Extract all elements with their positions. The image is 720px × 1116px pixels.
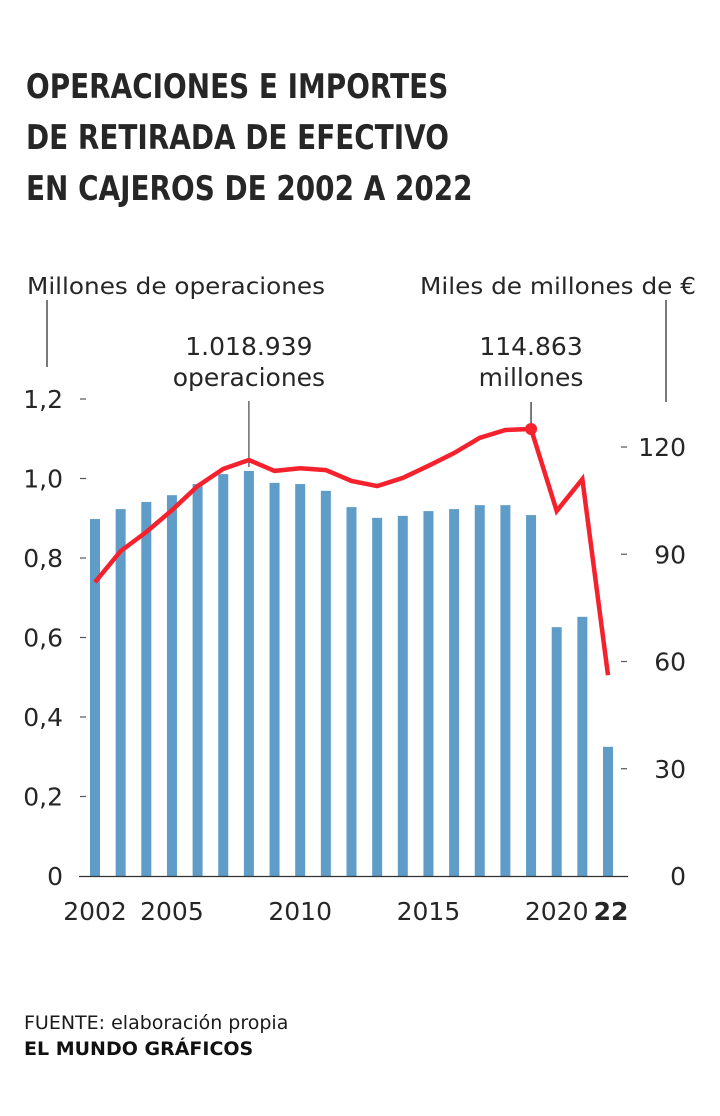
bar-2022 [603,746,613,876]
bar-2012 [346,507,357,876]
right-axis-ticks: 0 30 60 90 120 [621,433,686,891]
bar-2016 [449,509,460,876]
peak-marker [525,423,538,435]
x-tick-label: 2002 [63,897,127,926]
right-tick-label: 30 [654,755,686,784]
left-tick-label: 1,2 [23,385,63,414]
line-series-amounts [93,426,611,676]
bar-2019 [526,515,537,876]
bar-2010 [295,484,306,876]
bar-2021 [577,616,588,876]
bar-2015 [423,511,434,876]
bar-series [90,470,613,876]
bar-2020 [551,627,562,876]
bar-2005 [166,495,177,876]
bar-2018 [500,505,511,876]
right-tick-label: 0 [670,862,686,891]
annotation-text: millones [479,363,584,392]
left-axis-ticks: 0 0,2 0,4 0,6 0,8 1,0 1,2 [23,385,86,891]
right-tick-label: 120 [638,433,686,462]
bar-2017 [474,505,485,876]
bar-2007 [218,474,229,876]
bar-2008 [243,470,254,876]
left-tick-label: 0,8 [23,544,63,573]
left-tick-label: 0,6 [23,624,63,653]
annotation-text: 114.863 [479,332,582,361]
x-tick-label: 2005 [140,897,204,926]
annotation-text: operaciones [173,363,325,392]
source-note: FUENTE: elaboración propia [24,1012,289,1034]
bar-2014 [397,515,408,876]
bar-2002 [90,519,100,876]
bar-2006 [192,484,203,876]
chart-title: OPERACIONES E IMPORTES DE RETIRADA DE EF… [26,62,473,215]
right-tick-label: 90 [654,540,686,569]
title-line-1: OPERACIONES E IMPORTES [26,67,449,107]
line-markers [525,423,538,435]
footer: FUENTE: elaboración propia EL MUNDO GRÁF… [24,1010,288,1062]
left-tick-label: 0,2 [23,783,63,812]
x-tick-label: 2020 [525,897,589,926]
right-tick-label: 60 [654,648,686,677]
x-tick-label: 22 [594,897,629,926]
bar-2011 [320,490,331,876]
x-tick-label: 2015 [397,897,461,926]
left-tick-label: 0,4 [23,703,63,732]
credit: EL MUNDO GRÁFICOS [24,1038,254,1060]
bar-2009 [269,482,280,876]
x-axis-tick-labels: 2002 2005 2010 2015 2020 22 [63,897,628,926]
bar-2003 [115,509,126,876]
left-axis-title: Millones de operaciones [27,274,325,300]
left-tick-label: 0 [47,862,63,891]
title-line-3: EN CAJEROS DE 2002 A 2022 [26,169,473,209]
title-line-2: DE RETIRADA DE EFECTIVO [26,118,449,158]
annotation-text: 1.018.939 [185,332,312,361]
right-axis-title: Miles de millones de € [420,274,696,300]
bar-2004 [141,501,152,876]
bar-2013 [372,517,383,876]
left-tick-label: 1,0 [23,465,63,494]
x-tick-label: 2010 [268,897,332,926]
